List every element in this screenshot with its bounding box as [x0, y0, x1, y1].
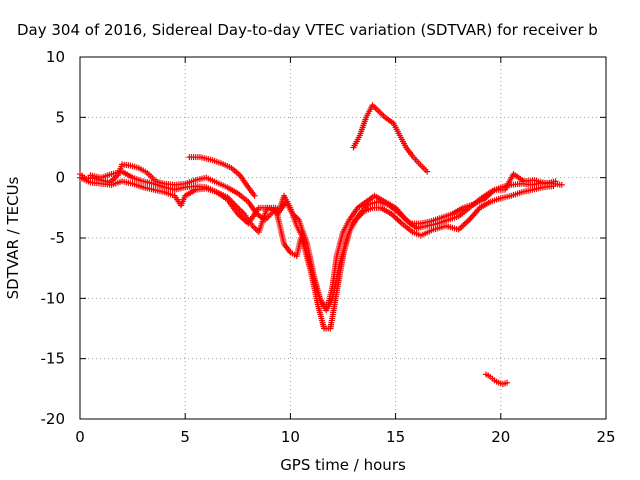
- x-axis-title: GPS time / hours: [280, 456, 406, 474]
- x-tick-label: 15: [386, 428, 405, 446]
- y-tick-label: 0: [55, 169, 65, 187]
- y-tick-label: -10: [41, 289, 66, 307]
- data-point: [558, 181, 565, 188]
- y-axis-title: SDTVAR / TECUs: [4, 176, 22, 299]
- y-tick-label: 10: [46, 48, 65, 66]
- series-5-points: [350, 102, 431, 175]
- x-tick-label: 0: [75, 428, 85, 446]
- data-points: [77, 102, 565, 388]
- x-tick-label: 20: [491, 428, 510, 446]
- data-point: [504, 379, 511, 386]
- y-tick-label: -5: [50, 229, 65, 247]
- y-tick-label: -15: [41, 350, 66, 368]
- x-tick-label: 10: [281, 428, 300, 446]
- chart-title: Day 304 of 2016, Sidereal Day-to-day VTE…: [17, 21, 598, 39]
- x-tick-label: 5: [180, 428, 190, 446]
- data-point: [251, 192, 258, 199]
- axis-ticks: 0 5 10 15 20 25 -20 -15 -10 -5 0 5 10: [41, 48, 616, 446]
- series-4-points: [186, 154, 258, 199]
- data-point: [424, 168, 431, 175]
- data-point: [552, 178, 559, 185]
- y-tick-label: -20: [41, 410, 66, 428]
- series-6-points: [483, 371, 511, 388]
- series-3-points: [87, 168, 559, 314]
- grid-lines: [80, 57, 606, 419]
- x-tick-label: 25: [596, 428, 615, 446]
- y-tick-label: 5: [55, 108, 65, 126]
